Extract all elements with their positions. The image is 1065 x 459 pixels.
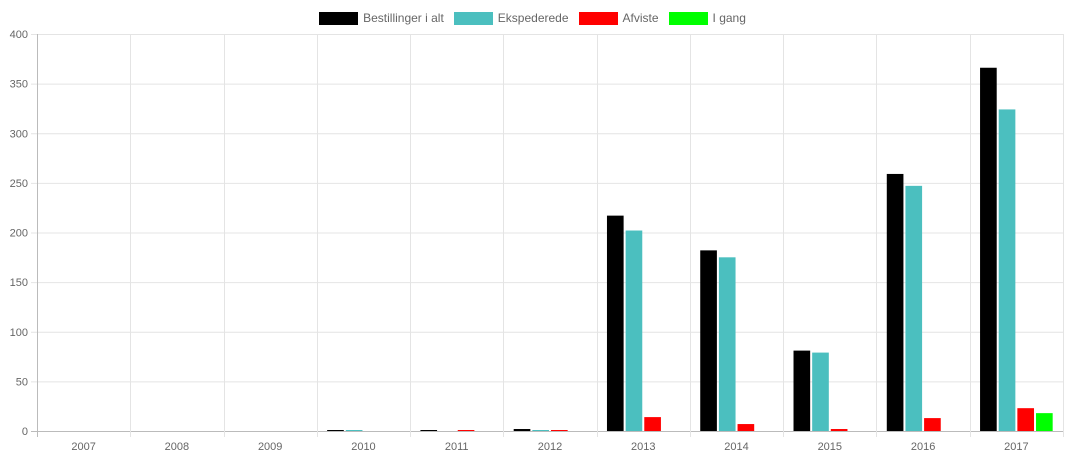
- bar: [886, 173, 904, 431]
- bar: [1017, 408, 1035, 431]
- y-tick-label: 350: [10, 79, 28, 91]
- legend-label: Ekspederede: [497, 11, 569, 25]
- x-tick-label: 2015: [818, 441, 842, 453]
- legend-label: Afviste: [622, 11, 659, 25]
- legend-swatch: [668, 11, 708, 25]
- legend-label: I gang: [712, 11, 746, 25]
- legend-item[interactable]: Afviste: [578, 11, 659, 25]
- x-tick-label: 2011: [445, 441, 469, 453]
- bar: [551, 430, 568, 431]
- legend-label: Bestillinger i alt: [363, 11, 444, 25]
- x-tick-label: 2013: [631, 441, 655, 453]
- bar: [513, 429, 531, 431]
- bar: [998, 109, 1016, 432]
- legend: Bestillinger i alt Ekspederede Afviste I ga…: [0, 11, 1065, 25]
- x-tick-label: 2009: [258, 441, 282, 453]
- legend-swatch: [578, 11, 618, 25]
- bar: [737, 424, 755, 431]
- x-tick-label: 2016: [911, 441, 935, 453]
- legend-swatch: [319, 11, 359, 25]
- y-tick-label: 150: [10, 277, 28, 289]
- legend-item[interactable]: Ekspederede: [453, 11, 569, 25]
- bar: [644, 417, 661, 431]
- x-tick-label: 2014: [724, 441, 748, 453]
- x-tick-label: 2017: [1004, 441, 1028, 453]
- bar: [700, 250, 717, 431]
- bar: [420, 430, 438, 431]
- bar: [793, 350, 811, 431]
- bar: [980, 67, 997, 432]
- x-tick-label: 2008: [165, 441, 189, 453]
- bar: [924, 418, 941, 431]
- legend-item[interactable]: I gang: [668, 11, 746, 25]
- y-tick-label: 250: [10, 178, 28, 190]
- bar: [830, 429, 848, 431]
- bar: [905, 185, 923, 431]
- y-tick-label: 0: [22, 426, 28, 438]
- bar: [532, 430, 549, 431]
- bar: [606, 215, 624, 431]
- y-tick-label: 300: [10, 128, 28, 140]
- bar: [345, 430, 363, 431]
- bar: [812, 352, 829, 431]
- bar: [718, 257, 736, 431]
- x-tick-label: 2010: [351, 441, 375, 453]
- bar: [1036, 413, 1053, 431]
- y-tick-label: 200: [10, 228, 28, 240]
- y-tick-label: 50: [16, 376, 28, 388]
- y-tick-label: 100: [10, 327, 28, 339]
- legend-item[interactable]: Bestillinger i alt: [319, 11, 444, 25]
- x-tick-label: 2012: [538, 441, 562, 453]
- y-tick-label: 400: [10, 29, 28, 41]
- x-tick-label: 2007: [71, 441, 95, 453]
- legend-swatch: [453, 11, 493, 25]
- bar: [327, 430, 344, 431]
- bar: [457, 430, 475, 431]
- bar: [625, 230, 643, 431]
